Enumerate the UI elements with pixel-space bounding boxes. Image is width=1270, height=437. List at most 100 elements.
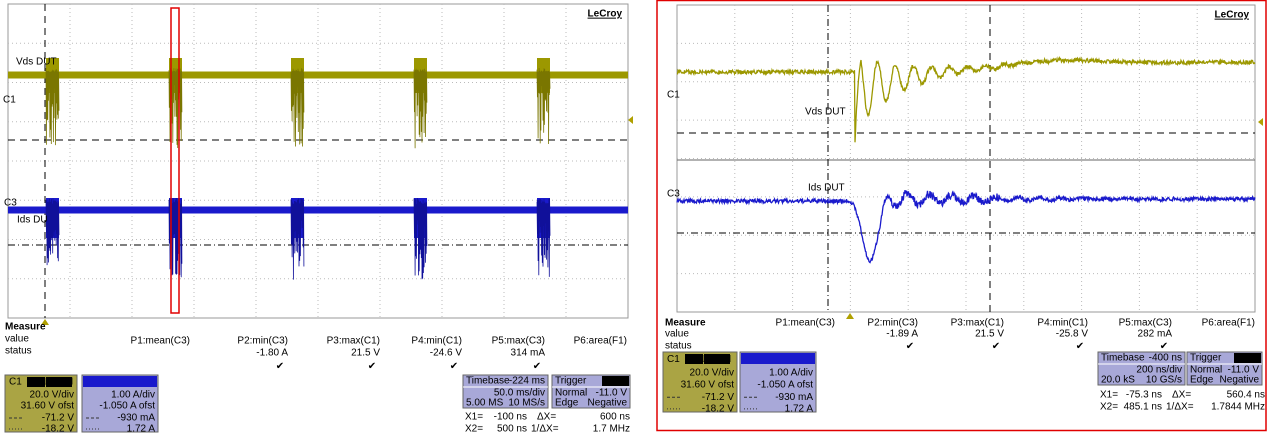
measure-status: ✔: [450, 361, 458, 372]
channel-scale: 1.00 A/div: [769, 368, 813, 379]
trace-channel: C3: [667, 189, 680, 200]
cursor-value: 1.7 MHz: [593, 424, 630, 435]
burst-c1: [413, 68, 428, 149]
trigger-mode: Normal: [1190, 365, 1222, 376]
measure-param: P3:max(C1): [327, 336, 380, 347]
trigger-source: C1: [603, 376, 616, 387]
channel-cursor: -71.2 V: [42, 413, 75, 424]
measure-param: P4:min(C1): [1037, 318, 1088, 329]
measure-value: -1.89 A: [886, 329, 918, 340]
measure-title: Measure: [5, 322, 46, 333]
timebase-box: [1097, 351, 1186, 386]
trace-channel: C1: [3, 95, 16, 106]
timebase-delay: -224 ms: [509, 376, 545, 387]
measure-status: ✔: [1076, 341, 1084, 352]
trigger-slope: Negative: [588, 398, 628, 409]
channel-id: C1: [667, 354, 680, 365]
level-marker: [1258, 118, 1263, 126]
measure-status: ✔: [992, 341, 1000, 352]
channel-cursor: -18.2 V: [702, 403, 735, 414]
level-marker: [628, 116, 633, 124]
timebase-points: 20.0 kS: [1101, 375, 1135, 386]
scope-logo: LeCroy: [1215, 10, 1250, 21]
cursor-value: 500 ns: [497, 424, 527, 435]
channel-coupling: DC1M: [703, 354, 731, 365]
trigger-level: -11.0 V: [1228, 365, 1260, 376]
trigger-label: Trigger: [1190, 353, 1222, 364]
measure-status: ✔: [1160, 341, 1168, 352]
measure-status: ✔: [533, 361, 541, 372]
timebase-division: 50.0 ms/div: [494, 388, 545, 399]
measure-value: 282 mA: [1138, 329, 1173, 340]
channel-offset: 31.60 V ofst: [681, 379, 735, 390]
cursor-value: 1.7844 MHz: [1211, 402, 1265, 413]
measure-value: -24.6 V: [430, 348, 463, 359]
measure-param: P5:max(C3): [1119, 318, 1172, 329]
measure-row-label: status: [5, 346, 32, 357]
measure-param: P2:min(C3): [237, 336, 288, 347]
channel-cursor: -930 mA: [117, 413, 155, 424]
burst-c1: [45, 67, 60, 146]
measure-row-label: value: [665, 329, 689, 340]
measure-status: ✔: [368, 361, 376, 372]
channel-offset: -1.050 A ofst: [757, 379, 813, 390]
trigger-marker: [41, 319, 49, 325]
trace-c1: [676, 55, 1256, 143]
trigger-marker: [846, 313, 854, 319]
highlight-frame: [656, 0, 1267, 432]
channel-cursor: -18.2 V: [42, 424, 75, 435]
trigger-coupling: DC: [615, 376, 629, 387]
channel-header: [741, 353, 815, 364]
channel-scale: 1.00 A/div: [111, 390, 155, 401]
timebase-rate: 10 MS/s: [508, 398, 545, 409]
cursor-label: X1=: [1100, 390, 1118, 401]
burst-c1: [290, 68, 305, 147]
cursor-value: -100 ns: [494, 412, 527, 423]
chip: [27, 377, 45, 387]
trigger-mode: Normal: [555, 388, 587, 399]
measure-param: P1:mean(C3): [131, 336, 190, 347]
cursor-label: ΔX=: [1172, 390, 1191, 401]
channel-cursor: 1.72 A: [785, 403, 814, 414]
channel-coupling: DC1M: [45, 377, 73, 388]
timebase-rate: 10 GS/s: [1146, 375, 1182, 386]
cursor-label: ΔX=: [537, 412, 556, 423]
measure-param: P5:max(C3): [492, 336, 545, 347]
trace-label: Vds DUT: [16, 57, 57, 68]
timebase-box: [462, 374, 549, 409]
trace-label: Ids DU: [17, 215, 48, 226]
trace-channel: C1: [667, 90, 680, 101]
cursor-value: 560.4 ns: [1227, 390, 1265, 401]
measure-row-label: status: [665, 341, 692, 352]
channel-header: [83, 376, 157, 387]
channel-bandwidth: BwL: [684, 354, 704, 365]
chip: [46, 377, 72, 387]
trigger-type: Edge: [555, 398, 579, 409]
cursor-label: X2=: [465, 424, 483, 435]
cursor-value: 485.1 ns: [1124, 402, 1162, 413]
scope-logo: LeCroy: [588, 9, 623, 20]
cursor-value: 600 ns: [600, 412, 630, 423]
channel-cursor: -71.2 V: [702, 392, 735, 403]
trigger-type: Edge: [1190, 375, 1214, 386]
measure-value: 314 mA: [511, 348, 546, 359]
chip: [704, 354, 730, 364]
measure-value: 21.5 V: [351, 348, 380, 359]
trigger-coupling: DC: [1247, 353, 1261, 364]
burst-c3: [536, 198, 551, 277]
measure-status: ✔: [906, 341, 914, 352]
channel-cursor: 1.72 A: [127, 424, 156, 435]
burst-c1: [536, 67, 551, 145]
channel-offset: -1.050 A ofst: [99, 401, 155, 412]
highlight-box: [170, 7, 180, 314]
burst-c3: [413, 197, 428, 280]
channel-scale: 20.0 V/div: [690, 368, 734, 379]
trace-c3: [676, 189, 1256, 264]
cursor-label: 1/ΔX=: [531, 424, 559, 435]
chip: [602, 376, 629, 386]
chip: [685, 354, 703, 364]
measure-param: P6:area(F1): [574, 336, 627, 347]
timebase-delay: -400 ns: [1149, 353, 1182, 364]
cursor-label: 1/ΔX=: [1166, 402, 1194, 413]
cursor-value: -75.3 ns: [1126, 390, 1162, 401]
